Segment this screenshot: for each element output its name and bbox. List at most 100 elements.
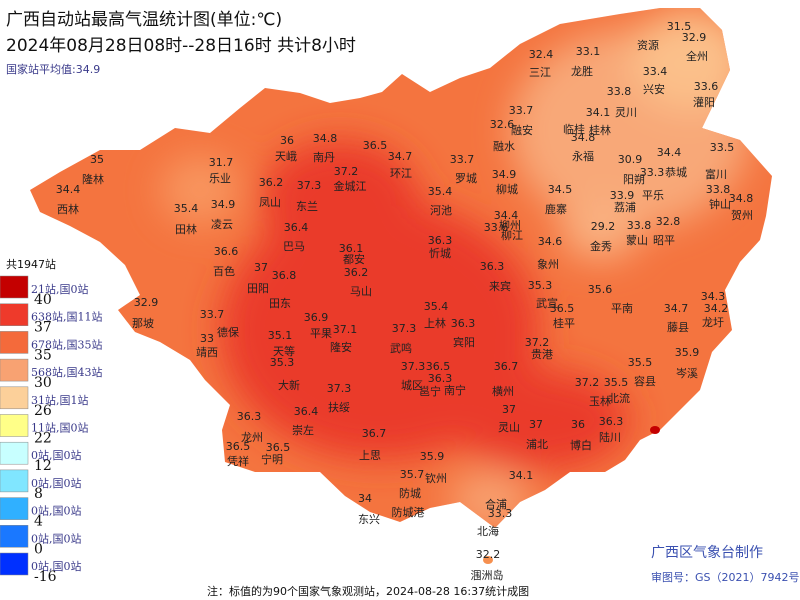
legend-swatch (0, 386, 29, 410)
legend-swatch (0, 441, 29, 465)
station-name: 北流 (608, 391, 630, 405)
station-name: 田阳 (247, 282, 269, 295)
station-value: 34.7 (388, 150, 413, 163)
legend-swatch (0, 275, 29, 299)
station-value: 34.8 (571, 131, 596, 144)
legend-swatch (0, 331, 29, 354)
legend-count: 11站,国0站 (31, 421, 89, 435)
station-name: 贵港 (531, 348, 553, 361)
legend-threshold: 12 (34, 458, 52, 474)
station-name: 岑溪 (676, 367, 698, 380)
station-name: 兴安 (643, 82, 665, 96)
legend-swatch (0, 552, 29, 576)
station-value: 36.5 (550, 302, 575, 315)
station-name: 鹿寨 (545, 202, 567, 216)
station-value: 36.5 (363, 139, 388, 152)
station-value: 34.8 (313, 132, 338, 145)
footer-note: 注：标值的为90个国家气象观测站，2024-08-28 16:37统计成图 (207, 584, 529, 598)
station-name: 城区 (401, 379, 423, 392)
station-value: 36.3 (428, 372, 453, 385)
station-name: 宁明 (261, 452, 283, 466)
maker: 广西区气象台制作 (651, 545, 763, 561)
station-name: 田林 (175, 222, 197, 236)
station-value: 37 (254, 261, 268, 274)
station-name: 桂平 (553, 316, 575, 330)
station-value: 33.3 (640, 166, 665, 179)
station-name: 上思 (359, 449, 381, 462)
station-name: 象州 (537, 258, 559, 271)
station-name: 隆林 (82, 172, 104, 186)
station-name: 隆安 (330, 340, 352, 354)
station-value: 33.7 (200, 308, 225, 321)
station-value: 34.6 (538, 235, 563, 248)
station-value: 32.6 (490, 118, 515, 131)
station-value: 34.1 (509, 469, 534, 482)
station-value: 37.2 (334, 165, 359, 178)
station-name: 马山 (350, 285, 372, 298)
station-value: 36.3 (428, 234, 453, 247)
station-name: 南丹 (313, 151, 335, 164)
legend-threshold: 30 (34, 375, 52, 391)
station-name: 融水 (493, 140, 515, 153)
station-name: 浦北 (526, 438, 548, 451)
station-name: 三江 (529, 66, 551, 79)
station-name: 横州 (492, 384, 514, 398)
station-name: 凌云 (211, 217, 233, 231)
station-name: 资源 (637, 38, 659, 52)
legend-swatch (0, 358, 29, 382)
station-value: 36.8 (272, 269, 297, 282)
station-value: 35.9 (420, 450, 445, 463)
station-value: 33 (200, 332, 214, 345)
station-value: 33.5 (710, 141, 735, 154)
station-name: 东兴 (358, 513, 380, 526)
station-value: 37.1 (333, 323, 358, 336)
station-name: 钦州 (425, 472, 447, 485)
station-value: 36.7 (494, 360, 519, 373)
station-value: 32.9 (682, 31, 707, 44)
station-value: 34.3 (701, 290, 726, 303)
station-value: 35.4 (424, 300, 449, 313)
station-value: 33.8 (706, 183, 731, 196)
station-value: 32.4 (529, 48, 554, 61)
station-name: 凭祥 (227, 454, 249, 468)
station-value: 34.4 (494, 209, 519, 222)
station-value: 36.7 (362, 427, 387, 440)
island (483, 556, 493, 564)
station-value: 36.1 (339, 242, 364, 255)
station-value: 37.3 (401, 360, 426, 373)
station-value: 31.5 (667, 20, 692, 33)
station-name: 灌阳 (693, 96, 715, 109)
station-name: 柳州 (499, 218, 521, 232)
station-name: 博白 (570, 438, 592, 452)
station-name: 西林 (57, 202, 79, 216)
station-name: 龙圩 (702, 316, 724, 329)
station-name: 灵山 (498, 421, 520, 434)
station-name: 平乐 (642, 189, 664, 202)
approval: 审图号：GS（2021）7942号 (651, 570, 800, 584)
station-name: 桂林 (589, 123, 611, 137)
station-value: 33.1 (576, 45, 601, 58)
station-value: 32.9 (134, 296, 159, 309)
station-name: 玉林 (589, 394, 611, 408)
station-value: 34.8 (729, 192, 754, 205)
station-name: 都安 (343, 252, 365, 266)
station-name: 柳城 (496, 182, 518, 196)
station-name: 融安 (511, 123, 533, 137)
station-value: 34.4 (657, 146, 682, 159)
station-value: 36.6 (214, 245, 239, 258)
station-name: 上林 (424, 316, 446, 330)
hotspot (650, 426, 660, 434)
station-value: 31.7 (209, 156, 234, 169)
station-value: 33.7 (509, 104, 534, 117)
station-name: 昭平 (653, 234, 675, 247)
station-value: 33.6 (484, 221, 509, 234)
station-value: 35.7 (400, 468, 425, 481)
station-name: 北海 (477, 524, 499, 538)
station-name: 金秀 (590, 239, 612, 253)
station-name: 德保 (217, 325, 239, 339)
station-value: 35 (90, 153, 104, 166)
station-value: 33.4 (643, 65, 668, 78)
station-value: 36 (571, 418, 585, 431)
legend-count: 21站,国0站 (31, 282, 89, 296)
